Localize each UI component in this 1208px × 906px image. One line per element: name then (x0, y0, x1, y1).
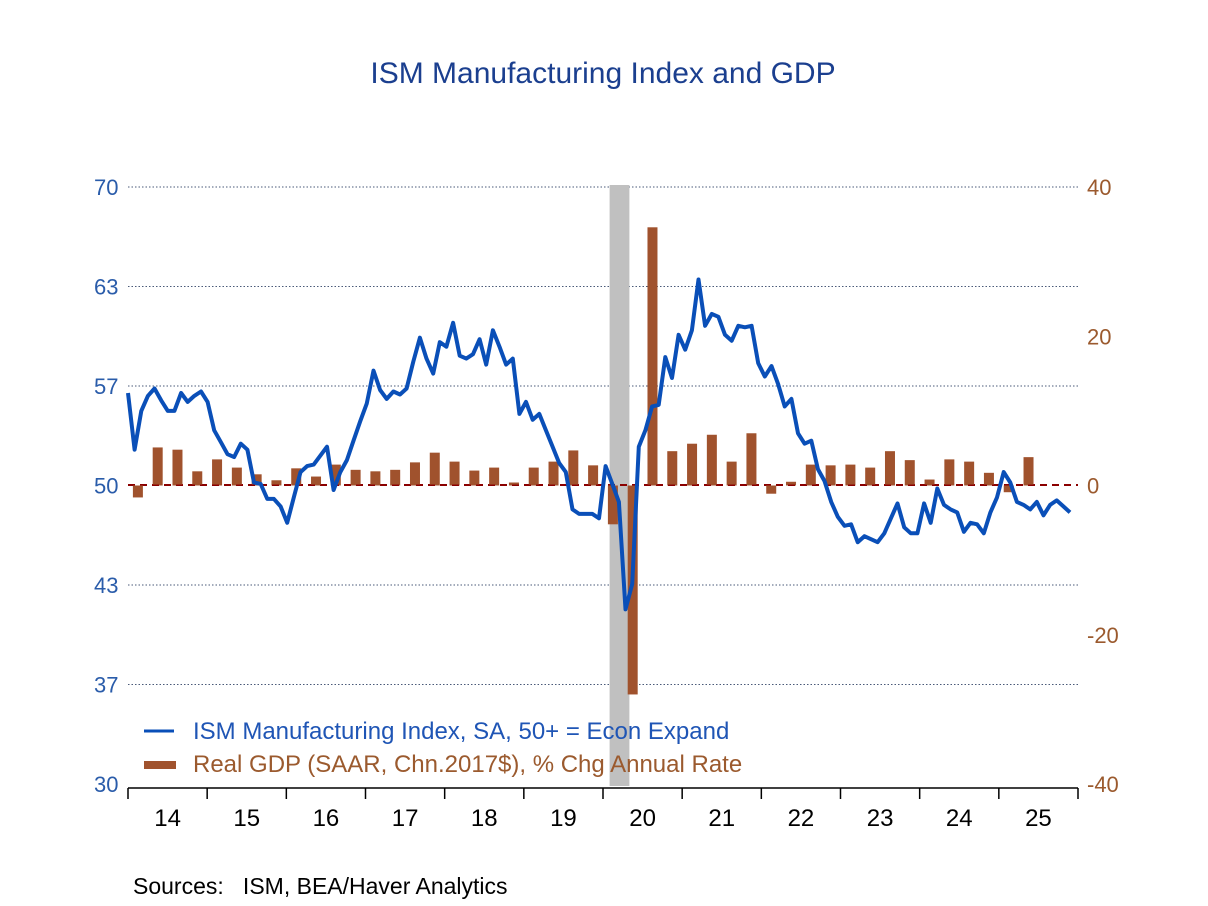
legend-gdp-swatch (144, 761, 176, 769)
x-tick-label: 23 (867, 805, 894, 832)
gdp-bar (409, 462, 420, 486)
left-tick-label: 63 (94, 275, 118, 300)
right-tick-label: 40 (1087, 175, 1111, 200)
legend-gdp-label: Real GDP (SAAR, Chn.2017$), % Chg Annual… (193, 751, 742, 778)
gdp-bar (231, 467, 242, 486)
gdp-bar (944, 459, 955, 486)
gdp-bar (192, 471, 203, 486)
x-tick-label: 25 (1025, 805, 1052, 832)
gdp-bar (132, 485, 143, 498)
gdp-bar (469, 470, 480, 486)
gdp-bar (548, 461, 559, 486)
left-axis: 70 63 57 50 43 37 30 (94, 175, 118, 797)
right-tick-label: 20 (1087, 324, 1111, 349)
legend-ism-label: ISM Manufacturing Index, SA, 50+ = Econ … (193, 718, 729, 745)
chart-title: ISM Manufacturing Index and GDP (370, 57, 835, 90)
gdp-bar (1023, 457, 1034, 486)
gdp-bar (884, 451, 895, 486)
x-tick-label: 16 (313, 805, 340, 832)
x-tick-label: 14 (154, 805, 181, 832)
gdp-bar (805, 464, 816, 486)
ism-line (126, 277, 1072, 612)
gdp-bar (706, 434, 717, 486)
gdp-bar (588, 465, 599, 486)
left-tick-label: 70 (94, 175, 118, 200)
x-tick-label: 24 (946, 805, 973, 832)
x-tick-label: 15 (233, 805, 260, 832)
gdp-bar (647, 227, 658, 486)
gdp-bar (964, 461, 975, 486)
gdp-bar (983, 472, 994, 486)
gdp-bar (330, 464, 341, 486)
gdp-bar (508, 482, 519, 486)
gdp-bar (172, 449, 183, 486)
legend: ISM Manufacturing Index, SA, 50+ = Econ … (144, 718, 742, 778)
x-tick-label: 19 (550, 805, 577, 832)
right-tick-label: 0 (1087, 474, 1099, 499)
gdp-bar (291, 468, 302, 486)
gdp-bar (212, 459, 223, 486)
gdp-bar (1003, 485, 1014, 493)
gdp-bar (786, 481, 797, 486)
gdp-bar (350, 469, 361, 486)
right-axis: 40 20 0 -20 -40 (1087, 175, 1119, 797)
recession-shade (609, 185, 630, 786)
gdp-bar (311, 476, 322, 486)
right-tick-label: -40 (1087, 772, 1119, 797)
gdp-bar (271, 480, 282, 486)
gdp-bar (865, 467, 876, 486)
gdp-bar (746, 433, 757, 486)
gdp-bar (429, 452, 440, 486)
left-tick-label: 50 (94, 474, 118, 499)
gdp-bar (449, 461, 460, 486)
gdp-bar (845, 464, 856, 486)
left-tick-label: 57 (94, 374, 118, 399)
left-tick-label: 37 (94, 672, 118, 697)
gdp-bar (152, 447, 163, 486)
gdp-bar (825, 465, 836, 486)
x-tick-label: 21 (708, 805, 735, 832)
x-tick-label: 17 (392, 805, 419, 832)
gdp-bar (904, 460, 915, 486)
gdp-bar (726, 461, 737, 486)
x-axis: 14 15 16 17 18 19 20 21 22 23 24 25 (127, 788, 1079, 832)
gdp-bar (390, 469, 401, 486)
gdp-bar (667, 451, 678, 486)
gdp-bar (489, 467, 500, 486)
gdp-bar (370, 471, 381, 486)
gdp-bar (924, 479, 935, 486)
source-note: Sources: ISM, BEA/Haver Analytics (133, 873, 508, 899)
gdp-bar (568, 450, 579, 486)
gdp-bar (687, 443, 698, 486)
gdp-bar (766, 485, 777, 494)
gdp-bar (607, 485, 618, 525)
left-tick-label: 30 (94, 772, 118, 797)
gdp-bars (132, 227, 1034, 695)
right-tick-label: -20 (1087, 623, 1119, 648)
x-tick-label: 22 (788, 805, 815, 832)
gridlines (128, 186, 1078, 685)
left-tick-label: 43 (94, 573, 118, 598)
gdp-bar (528, 467, 539, 486)
gdp-bar (251, 474, 262, 486)
x-tick-label: 20 (629, 805, 656, 832)
x-tick-label: 18 (471, 805, 498, 832)
